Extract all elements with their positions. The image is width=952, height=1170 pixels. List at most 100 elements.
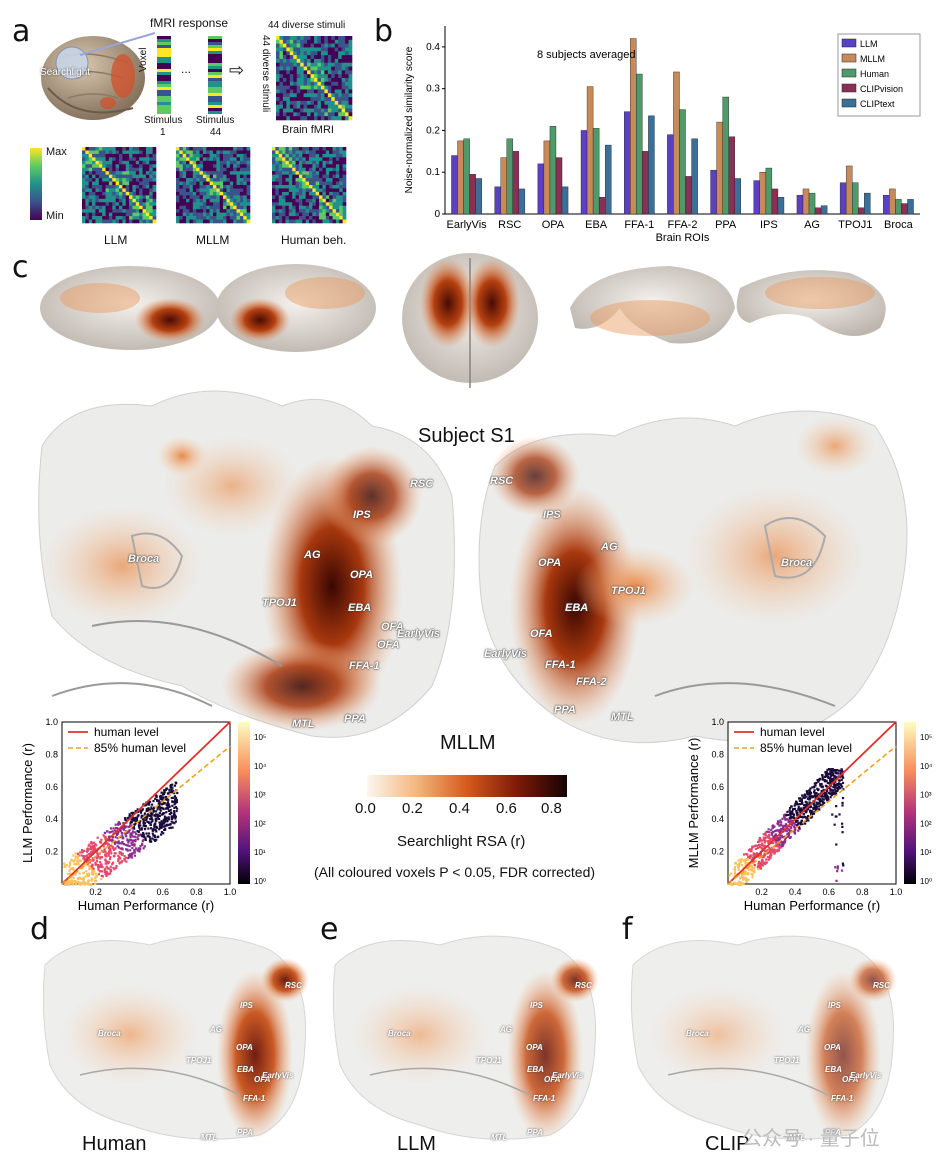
scatter-point xyxy=(835,805,838,808)
scatter-point xyxy=(121,826,125,829)
scatter-point xyxy=(133,851,136,854)
scatter-point xyxy=(827,775,830,778)
scatter-point xyxy=(164,827,167,830)
scatter-point xyxy=(753,853,756,856)
scatter-point xyxy=(841,781,845,785)
scatter-point xyxy=(82,882,85,885)
scatter-point xyxy=(809,805,812,808)
scatter-point xyxy=(128,815,131,818)
scatter-point xyxy=(159,801,162,804)
scatter-point xyxy=(172,796,175,799)
scatter-point xyxy=(93,879,97,883)
scatter-point xyxy=(792,822,796,825)
scatter-point xyxy=(734,866,737,869)
bar-LLM-AG xyxy=(796,194,804,215)
scatter-point xyxy=(124,818,127,821)
scatter-point xyxy=(801,801,804,805)
scatter-point xyxy=(148,839,152,843)
scatter-point xyxy=(744,861,747,864)
scatter-point xyxy=(87,864,90,867)
scatter-point xyxy=(121,852,124,855)
scatter-point xyxy=(131,839,134,842)
scatter-point xyxy=(839,783,842,786)
small-roi-label: TPOJ1 xyxy=(476,1056,502,1065)
y-tick-label: 0.2 xyxy=(711,847,724,857)
small-roi-label: OPA xyxy=(526,1043,543,1052)
scatter-point xyxy=(736,882,739,885)
x-tick-label: 0.8 xyxy=(856,887,869,897)
small-roi-label: IPS xyxy=(240,1001,253,1010)
scatter-point xyxy=(69,861,72,864)
cbar-tick-0: 0.0 xyxy=(355,800,376,817)
scatter-point xyxy=(767,841,770,845)
scatter-point xyxy=(805,790,808,793)
scatter-point xyxy=(739,860,743,863)
scatter-point xyxy=(105,874,108,877)
small-roi-label: TPOJ1 xyxy=(186,1056,212,1065)
scatter-point xyxy=(69,867,72,871)
scatter-point xyxy=(812,795,815,798)
scatter-point xyxy=(743,860,747,863)
scatter-point xyxy=(132,825,135,829)
scatter-point xyxy=(147,807,150,810)
scatter-point xyxy=(115,866,118,870)
scatter-point xyxy=(814,793,817,797)
scatter-point xyxy=(175,799,178,802)
scatter-point xyxy=(164,795,168,799)
scatter-point xyxy=(825,770,828,774)
scatter-point xyxy=(740,872,744,875)
bar-MLLM-PPA xyxy=(716,121,723,215)
scatter-point xyxy=(807,793,810,796)
scatter-point xyxy=(138,847,141,851)
scatter-point xyxy=(119,847,122,850)
scatter-point xyxy=(139,828,142,831)
scatter-point xyxy=(763,844,766,847)
scatter-point xyxy=(824,794,828,798)
bar-LLM-IPS xyxy=(753,180,760,215)
scatter-point xyxy=(767,828,770,831)
scatter-point xyxy=(834,777,837,780)
scatter-point xyxy=(772,848,776,851)
scatter-point xyxy=(749,863,752,866)
scatter-point xyxy=(829,770,832,773)
scatter-point xyxy=(747,871,750,875)
scatter-point xyxy=(796,823,799,827)
scatter-point xyxy=(151,832,154,835)
scatter-llm-vs-human: 0.2 0.2 0.4 0.4 0.6 0.6 0.8 0.8 1.0 1.0 Human Perf… xyxy=(20,717,267,913)
scatter-point xyxy=(782,814,786,817)
scatter-point xyxy=(117,846,121,849)
scatter-point xyxy=(742,882,745,885)
scatter-point xyxy=(780,840,784,844)
scatter-point xyxy=(85,850,89,853)
scatter-point xyxy=(109,870,112,873)
y-tick-label: 1.0 xyxy=(711,717,724,727)
scatter-point xyxy=(116,845,119,848)
scatter-point xyxy=(742,876,745,880)
scatter-point xyxy=(152,828,155,831)
scatter-point xyxy=(128,824,132,827)
scatter-point xyxy=(808,795,811,798)
scatter-point xyxy=(133,827,136,830)
searchlight-arrow xyxy=(79,32,156,56)
sulcus-line xyxy=(79,1067,241,1096)
scatter-point xyxy=(144,804,147,807)
scatter-point xyxy=(130,811,133,815)
scatter-point xyxy=(172,810,176,813)
scatter-point xyxy=(816,787,819,790)
small-roi-label: TPOJ1 xyxy=(774,1056,800,1065)
scatter-point xyxy=(837,785,840,789)
y-tick-label: 0 xyxy=(434,209,440,220)
scatter-point xyxy=(119,857,122,860)
scatter-point xyxy=(106,860,109,863)
scatter-point xyxy=(745,879,748,882)
scatter-point xyxy=(97,873,101,876)
scatter-point xyxy=(817,793,820,796)
x-tick-label: 1.0 xyxy=(224,887,237,897)
scatter-point xyxy=(123,858,126,861)
roi-left-tpoj1: TPOJ1 xyxy=(262,597,297,609)
rdm-mllm xyxy=(176,147,251,224)
scatter-point xyxy=(764,839,767,843)
scatter-point xyxy=(96,860,99,863)
scatter-point xyxy=(131,827,134,830)
scatter-point xyxy=(136,849,139,852)
